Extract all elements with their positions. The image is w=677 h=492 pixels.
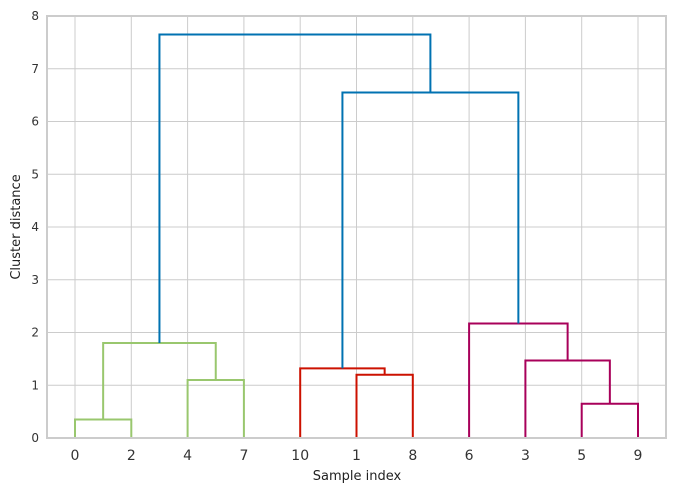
x-tick-labels: 0 2 4 7 10 1 8 6 3 5 9 [71, 448, 643, 464]
y-axis-title: Cluster distance [9, 174, 24, 279]
x-tick-label: 9 [634, 448, 643, 464]
x-tick-label: 8 [408, 448, 417, 464]
dendrogram-link [468, 322, 569, 438]
y-tick-label: 8 [31, 9, 39, 23]
dendrogram-link [580, 402, 639, 438]
dendrogram-link [102, 342, 217, 420]
y-tick-label: 0 [31, 431, 39, 445]
x-tick-label: 2 [127, 448, 136, 464]
dendrogram-link [186, 378, 245, 438]
x-tick-label: 0 [71, 448, 80, 464]
plot-frame [46, 15, 667, 439]
y-tick-labels: 0 1 2 3 4 5 6 7 8 [31, 9, 39, 445]
dendrogram-link [74, 418, 133, 438]
x-axis-title: Sample index [313, 469, 402, 484]
y-tick-label: 5 [31, 167, 39, 181]
y-tick-label: 4 [31, 220, 39, 234]
y-tick-label: 6 [31, 115, 39, 129]
dendrogram-link [341, 91, 520, 369]
x-tick-label: 6 [465, 448, 474, 464]
dendrogram-link [299, 367, 386, 438]
y-tick-label: 1 [31, 378, 39, 392]
y-tick-label: 2 [31, 326, 39, 340]
dendrogram-link [355, 373, 414, 438]
y-tick-label: 3 [31, 273, 39, 287]
x-tick-label: 4 [183, 448, 192, 464]
y-tick-label: 7 [31, 62, 39, 76]
x-tick-label: 5 [577, 448, 586, 464]
x-tick-label: 1 [352, 448, 361, 464]
x-tick-label: 7 [239, 448, 248, 464]
x-tick-label: 10 [291, 448, 309, 464]
dendrogram-link [158, 33, 432, 344]
dendrogram-link [524, 359, 611, 438]
links-layer [74, 33, 639, 438]
x-tick-label: 3 [521, 448, 530, 464]
